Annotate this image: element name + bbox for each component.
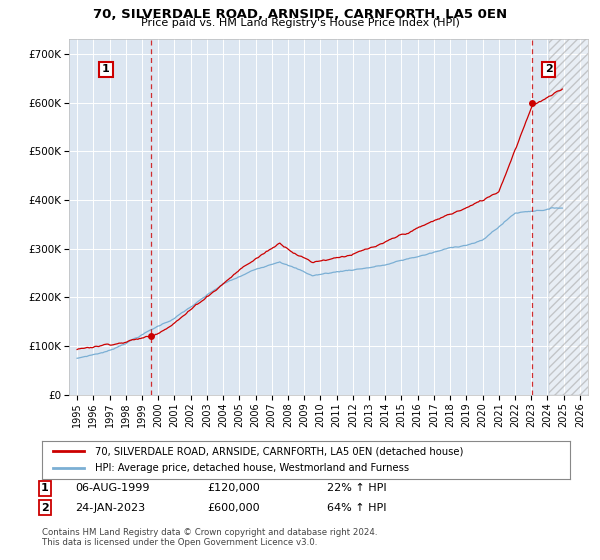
Text: 64% ↑ HPI: 64% ↑ HPI <box>327 503 386 513</box>
Text: 2: 2 <box>545 64 553 74</box>
Bar <box>549 39 600 395</box>
Text: 24-JAN-2023: 24-JAN-2023 <box>75 503 145 513</box>
Text: 1: 1 <box>102 64 110 74</box>
Text: 70, SILVERDALE ROAD, ARNSIDE, CARNFORTH, LA5 0EN: 70, SILVERDALE ROAD, ARNSIDE, CARNFORTH,… <box>93 8 507 21</box>
Text: Contains HM Land Registry data © Crown copyright and database right 2024.
This d: Contains HM Land Registry data © Crown c… <box>42 528 377 547</box>
Text: £120,000: £120,000 <box>207 483 260 493</box>
Text: Price paid vs. HM Land Registry's House Price Index (HPI): Price paid vs. HM Land Registry's House … <box>140 18 460 29</box>
Text: 06-AUG-1999: 06-AUG-1999 <box>75 483 149 493</box>
Text: 70, SILVERDALE ROAD, ARNSIDE, CARNFORTH, LA5 0EN (detached house): 70, SILVERDALE ROAD, ARNSIDE, CARNFORTH,… <box>95 446 463 456</box>
Text: HPI: Average price, detached house, Westmorland and Furness: HPI: Average price, detached house, West… <box>95 463 409 473</box>
Text: 22% ↑ HPI: 22% ↑ HPI <box>327 483 386 493</box>
Text: 1: 1 <box>41 483 49 493</box>
Text: 2: 2 <box>41 503 49 513</box>
Bar <box>549 39 600 395</box>
Text: £600,000: £600,000 <box>207 503 260 513</box>
